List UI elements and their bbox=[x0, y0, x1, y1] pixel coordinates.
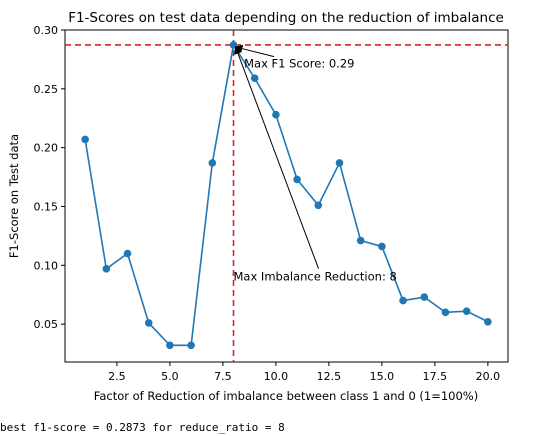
console-output: best f1-score = 0.2873 for reduce_ratio … bbox=[0, 421, 285, 434]
max-reduction-annotation-arrow bbox=[234, 46, 319, 269]
data-point bbox=[378, 242, 386, 251]
max-f1-annotation-text: Max F1 Score: 0.29 bbox=[244, 57, 354, 71]
x-tick-label: 5.0 bbox=[161, 370, 179, 383]
x-tick-label: 20.0 bbox=[476, 370, 501, 383]
x-axis-ticks: 2.5 5.0 7.5 10.0 12.5 15.0 17.5 20.0 bbox=[108, 362, 500, 383]
x-tick-label: 15.0 bbox=[370, 370, 395, 383]
data-point bbox=[187, 341, 195, 350]
x-tick-label: 2.5 bbox=[108, 370, 126, 383]
data-point bbox=[102, 265, 111, 273]
data-point bbox=[399, 296, 407, 305]
annotation-layer: Max F1 Score: 0.29 Max Imbalance Reductio… bbox=[234, 44, 397, 284]
y-tick-label: 0.30 bbox=[34, 24, 59, 37]
series-layer bbox=[81, 41, 492, 350]
y-tick-label: 0.20 bbox=[34, 142, 59, 155]
x-tick-label: 12.5 bbox=[317, 370, 342, 383]
y-tick-label: 0.15 bbox=[34, 200, 59, 213]
chart-title: F1-Scores on test data depending on the … bbox=[68, 10, 504, 26]
data-point bbox=[166, 341, 174, 350]
data-point bbox=[462, 307, 471, 315]
reference-lines bbox=[65, 30, 508, 362]
y-axis-label: F1-Score on Test data bbox=[7, 134, 21, 258]
data-point bbox=[272, 110, 280, 119]
y-tick-label: 0.05 bbox=[34, 318, 59, 331]
data-point bbox=[250, 74, 259, 83]
max-reduction-annotation-text: Max Imbalance Reduction: 8 bbox=[234, 270, 397, 284]
y-axis-ticks: 0.05 0.10 0.15 0.20 0.25 0.30 bbox=[34, 24, 65, 331]
y-tick-label: 0.25 bbox=[34, 83, 59, 96]
data-point bbox=[484, 317, 492, 326]
series-line bbox=[84, 42, 489, 347]
x-tick-label: 7.5 bbox=[214, 370, 232, 383]
f1-score-chart: F1-Scores on test data depending on the … bbox=[7, 10, 509, 403]
data-point bbox=[420, 293, 429, 301]
data-point bbox=[335, 159, 344, 167]
max-f1-annotation-arrow bbox=[234, 44, 275, 58]
data-point bbox=[123, 249, 132, 258]
x-axis-label: Factor of Reduction of imbalance between… bbox=[94, 389, 478, 403]
y-tick-label: 0.10 bbox=[34, 259, 59, 272]
data-point bbox=[356, 236, 365, 245]
x-tick-label: 17.5 bbox=[423, 370, 448, 383]
data-point bbox=[144, 319, 153, 327]
data-point bbox=[441, 308, 450, 317]
data-point bbox=[293, 175, 301, 184]
plot-area-frame bbox=[64, 29, 509, 363]
data-point bbox=[81, 135, 89, 144]
x-tick-label: 10.0 bbox=[264, 370, 289, 383]
data-point bbox=[314, 201, 323, 210]
data-point bbox=[208, 159, 217, 167]
